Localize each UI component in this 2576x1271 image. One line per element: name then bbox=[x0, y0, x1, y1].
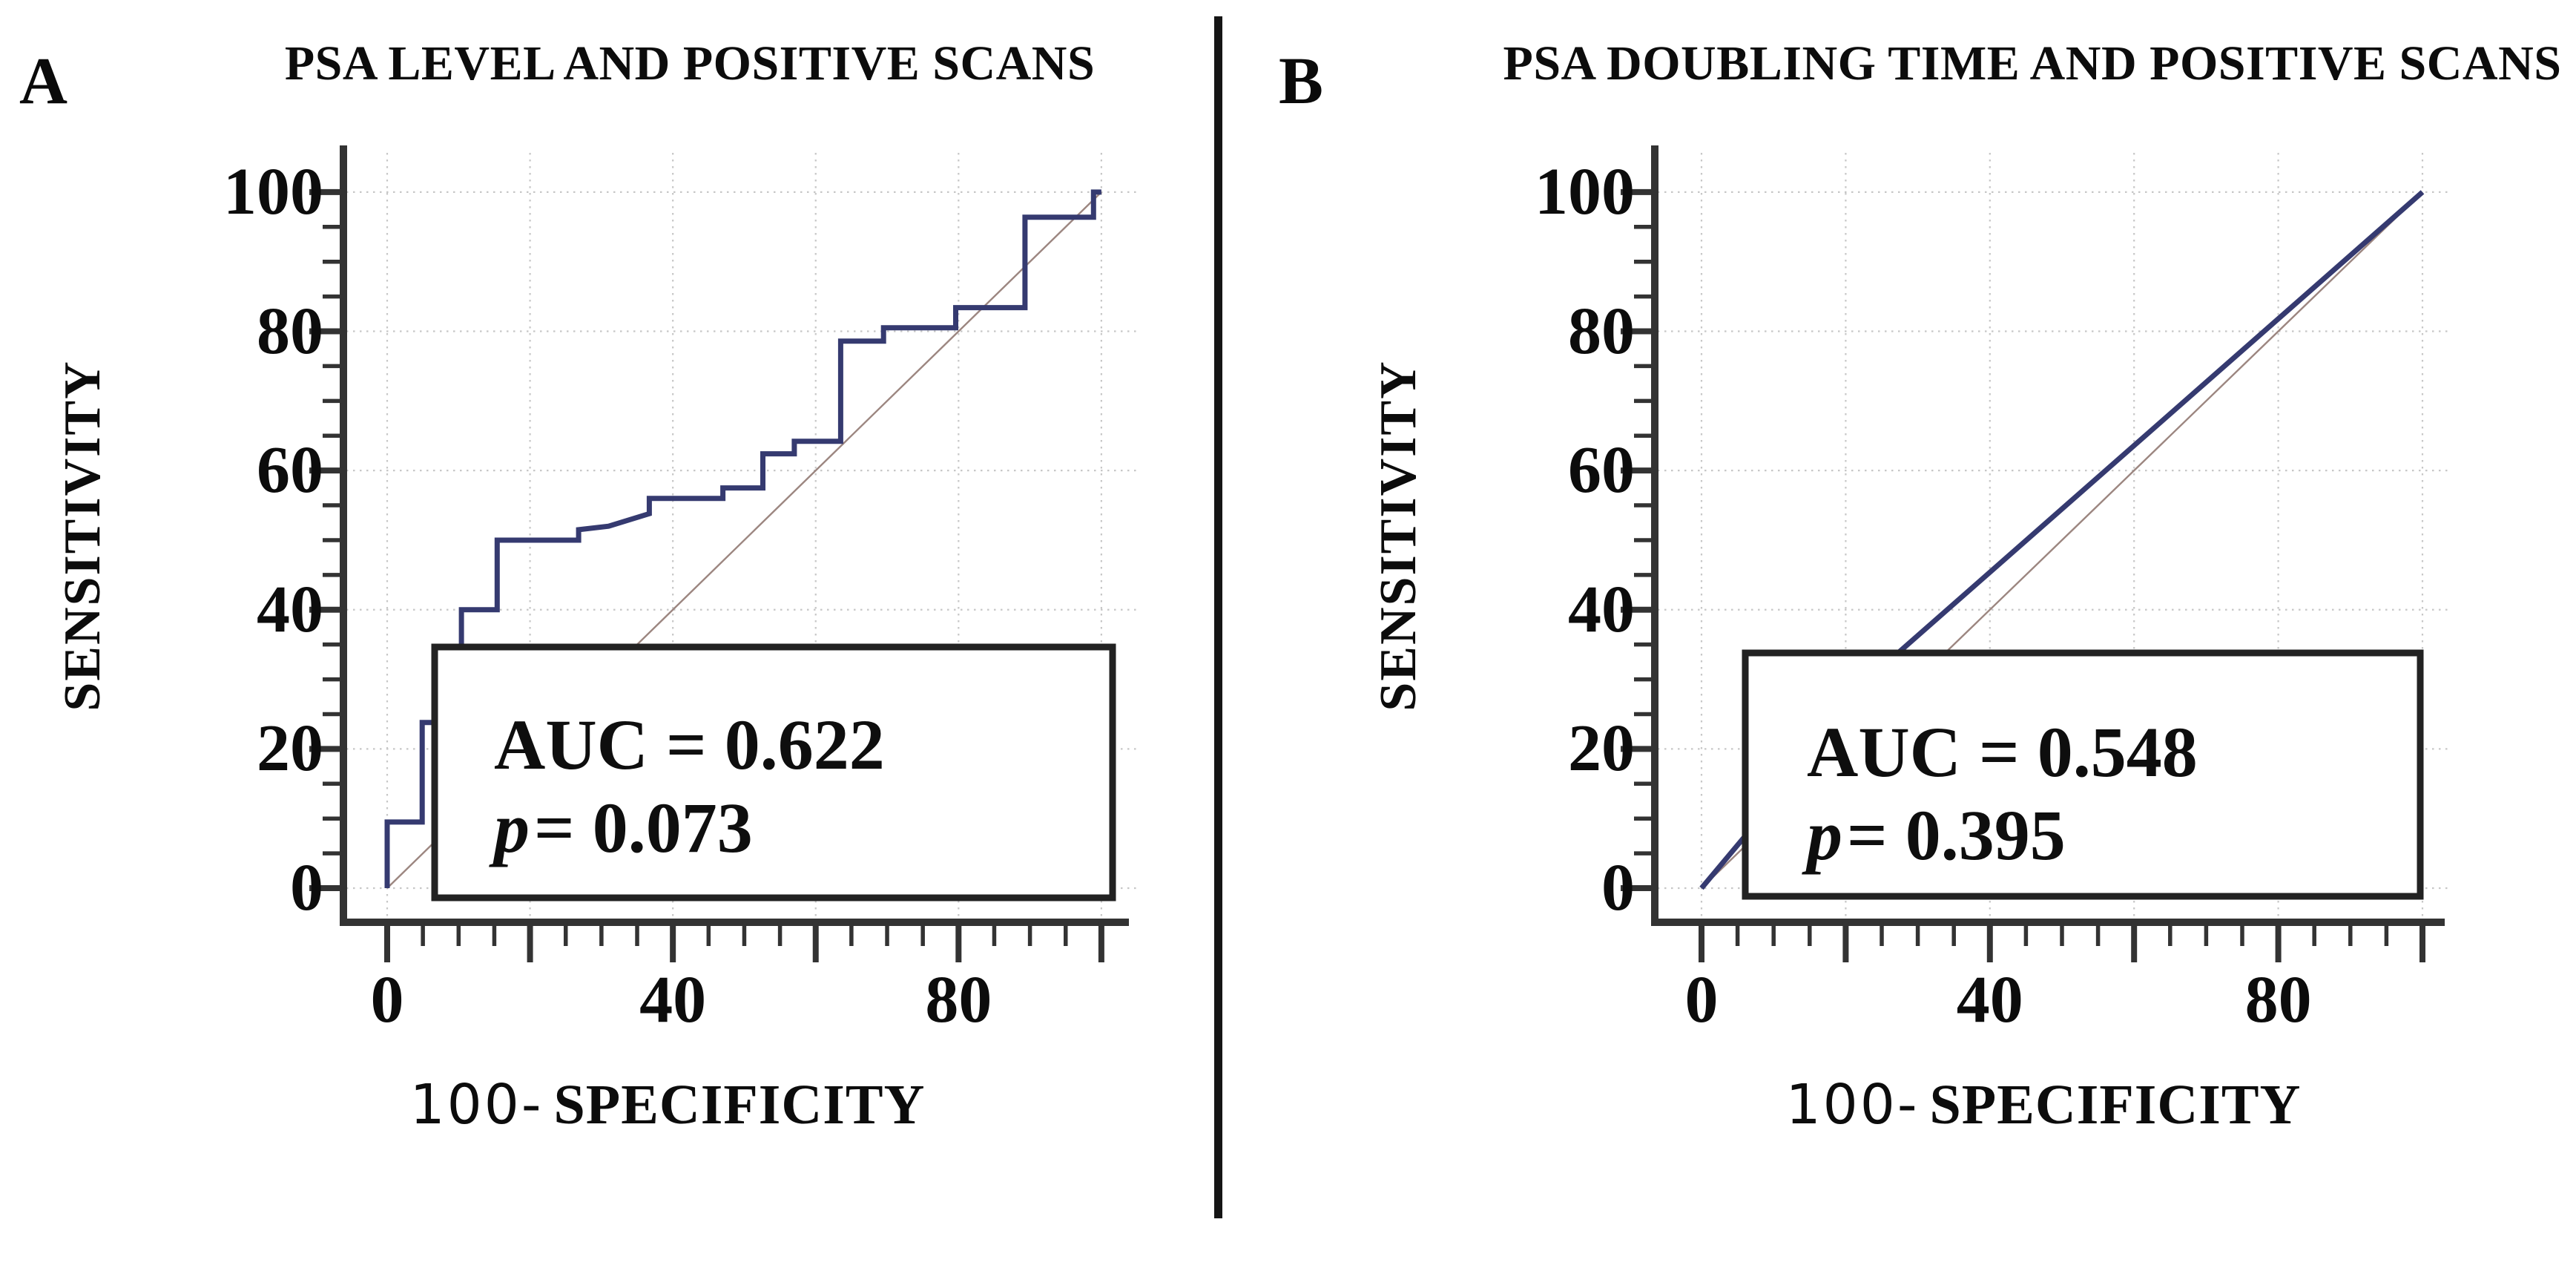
panel-a-x-tick-label: 0 bbox=[370, 963, 404, 1037]
panel-divider bbox=[1214, 16, 1222, 1218]
panel-a-y-tick-label: 0 bbox=[290, 851, 323, 924]
panel-b-y-tick-label: 0 bbox=[1601, 851, 1635, 924]
panel-a-y-axis-title: SENSITIVITY bbox=[54, 360, 111, 712]
p-rest: = 0.073 bbox=[534, 788, 753, 868]
panel-a-x-axis-label-prefix: 100- bbox=[409, 1073, 544, 1137]
panel-a-y-tick-label: 60 bbox=[257, 433, 323, 508]
p-symbol: p bbox=[1807, 795, 1842, 876]
panel-b-x-axis-label-prefix: 100- bbox=[1785, 1073, 1920, 1137]
panel-a-y-tick-label: 40 bbox=[257, 572, 323, 646]
panel-a-title: PSA LEVEL AND POSITIVE SCANS bbox=[284, 36, 1096, 91]
panel-b-x-tick-label: 0 bbox=[1684, 963, 1719, 1037]
panel-b-y-tick-label: 40 bbox=[1568, 572, 1635, 646]
panel-b-y-tick-label: 60 bbox=[1568, 433, 1635, 508]
panel-b-auc-box bbox=[1742, 649, 2424, 900]
panel-a-p-value: p= 0.073 bbox=[494, 786, 885, 870]
panel-a-auc-annotation: AUC = 0.622 p= 0.073 bbox=[494, 703, 885, 870]
panel-b-x-tick-label: 40 bbox=[1956, 963, 2023, 1037]
panel-a-y-tick-label: 80 bbox=[257, 294, 323, 368]
panel-b-x-axis-label-main: SPECIFICITY bbox=[1929, 1074, 2302, 1136]
panel-a-x-tick-label: 40 bbox=[639, 963, 707, 1037]
p-symbol: p bbox=[494, 788, 530, 868]
panel-a-x-axis-title: 100- SPECIFICITY bbox=[223, 1073, 1113, 1137]
panel-a-x-axis-label-main: SPECIFICITY bbox=[553, 1074, 926, 1136]
panel-b-letter: B bbox=[1279, 45, 1324, 118]
p-rest: = 0.395 bbox=[1847, 795, 2066, 876]
panel-a-y-tick-label: 20 bbox=[257, 712, 323, 786]
panel-b-y-tick-label: 80 bbox=[1568, 294, 1635, 368]
panel-a-letter: A bbox=[19, 45, 67, 118]
panel-b-x-tick-label: 80 bbox=[2244, 963, 2312, 1037]
panel-a-x-tick-label: 80 bbox=[925, 963, 992, 1037]
panel-a-y-tick-label: 100 bbox=[223, 154, 323, 229]
panel-b-auc-annotation: AUC = 0.548 p= 0.395 bbox=[1807, 711, 2198, 878]
panel-b-y-axis-title: SENSITIVITY bbox=[1370, 360, 1427, 712]
panel-b-x-axis-title: 100- SPECIFICITY bbox=[1598, 1073, 2488, 1137]
panel-b-title: PSA DOUBLING TIME AND POSITIVE SCANS bbox=[1503, 36, 2562, 91]
panel-b-y-tick-label: 20 bbox=[1568, 712, 1635, 786]
panel-a-auc-value: AUC = 0.622 bbox=[494, 705, 885, 784]
panel-b-auc-value: AUC = 0.548 bbox=[1807, 712, 2198, 792]
panel-a-auc-box bbox=[431, 643, 1116, 901]
panel-b-p-value: p= 0.395 bbox=[1807, 794, 2198, 877]
panel-b-y-tick-label: 100 bbox=[1535, 154, 1635, 229]
